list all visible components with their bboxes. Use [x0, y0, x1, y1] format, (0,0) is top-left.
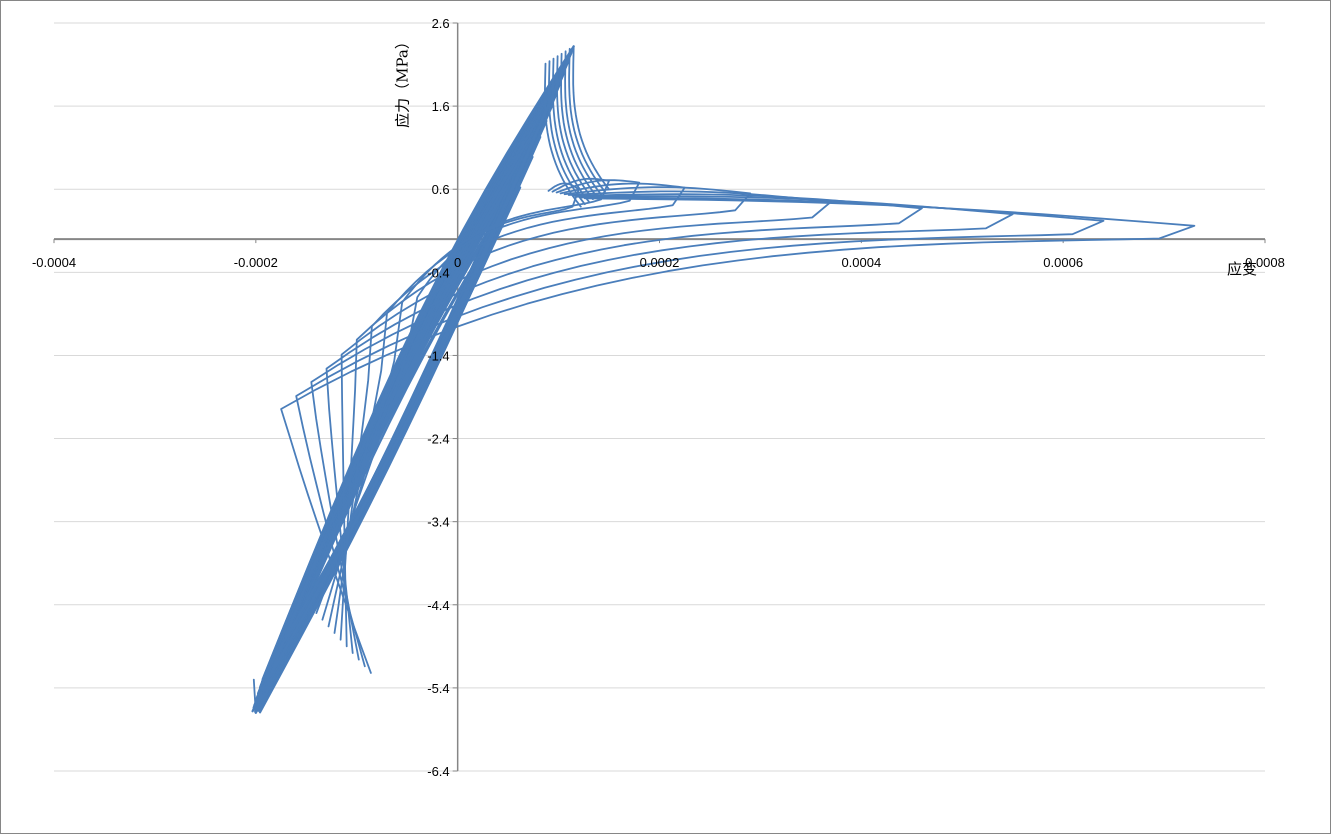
y-axis-title: 应力（MPa）	[394, 34, 412, 128]
tension-loop-5	[340, 190, 832, 648]
tension-loop-8	[295, 196, 1105, 668]
softening-branch-5	[552, 57, 590, 203]
x-tick-label-1: -0.0002	[234, 255, 278, 270]
tension-loop-4	[339, 186, 752, 641]
y-tick-label-5: -2.4	[427, 432, 449, 447]
x-tick-label-4: 0.0004	[841, 255, 881, 270]
y-tick-label-6: -3.4	[427, 515, 449, 530]
gridlines	[54, 22, 1265, 772]
tension-loop-0	[315, 182, 580, 614]
compression-tip	[252, 678, 263, 714]
y-tick-label-1: 1.6	[432, 99, 450, 114]
y-tick-label-2: 0.6	[432, 182, 450, 197]
softening-branch-7	[544, 62, 582, 208]
softening-branch-2	[564, 50, 602, 196]
y-tick-label-8: -5.4	[427, 681, 449, 696]
axes	[53, 22, 1266, 772]
series-hysteresis	[251, 45, 1196, 714]
y-tick-label-9: -6.4	[427, 764, 449, 779]
x-tick-label-6: 0.0008	[1245, 255, 1285, 270]
x-tick-label-2: 0	[454, 255, 461, 270]
softening-branch-4	[556, 55, 594, 201]
softening-branch-0	[572, 45, 610, 191]
tension-loop-2	[327, 179, 641, 628]
x-tick-label-0: -0.0004	[32, 255, 76, 270]
y-tick-label-7: -4.4	[427, 598, 449, 613]
x-tick-label-3: 0.0002	[640, 255, 680, 270]
y-tick-label-3: -0.4	[427, 265, 449, 280]
x-axis-title: 应变	[1227, 260, 1257, 278]
tick-labels: 2.6 1.6 0.6 -0.4 -1.4 -2.4 -3.4 -4.4 -5.4 -6.4 -0.…	[32, 16, 1285, 779]
y-tick-label-4: -1.4	[427, 348, 449, 363]
softening-branch-1	[568, 47, 606, 193]
tension-loop-6	[325, 193, 923, 654]
x-tick-label-5: 0.0006	[1043, 255, 1083, 270]
y-tick-label-0: 2.6	[432, 16, 450, 31]
tension-loop-9	[280, 197, 1196, 674]
tension-loop-7	[310, 195, 1014, 661]
